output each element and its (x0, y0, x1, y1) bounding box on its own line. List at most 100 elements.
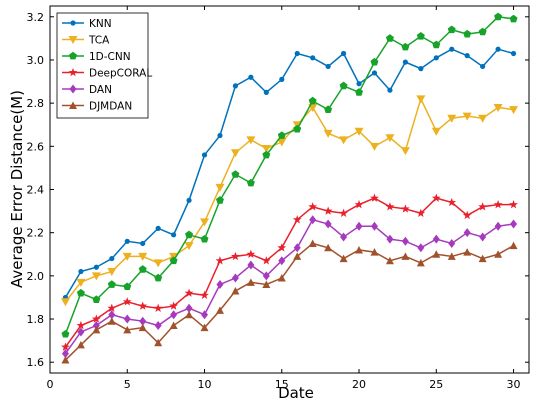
data-point-knn (340, 50, 347, 57)
data-point-knn (248, 74, 254, 80)
data-point-dan (432, 234, 440, 244)
legend-item-djmdan: DJMDAN (62, 101, 132, 113)
legend-swatch-marker (68, 67, 78, 77)
data-point-dan (324, 219, 332, 229)
x-tick-label: 30 (507, 378, 521, 391)
data-point-dan (77, 327, 85, 337)
data-point-dan (154, 321, 162, 331)
y-axis-label: Average Error Distance(M) (8, 90, 26, 288)
data-point-deepcoral (462, 210, 472, 220)
legend-item-dan: DAN (62, 84, 112, 96)
y-tick-label: 3.2 (27, 11, 45, 24)
data-point-djmdan (215, 306, 224, 314)
data-point-djmdan (123, 325, 132, 334)
data-point-1d-cnn (277, 131, 286, 139)
data-point-dan (293, 243, 301, 253)
data-point-1d-cnn (107, 280, 116, 288)
data-point-1d-cnn (401, 42, 410, 51)
data-point-1d-cnn (154, 273, 163, 282)
legend-label: DeepCORAL (89, 68, 152, 80)
data-point-1d-cnn (447, 25, 456, 34)
x-tick-label: 15 (275, 378, 289, 391)
data-point-tca (369, 142, 379, 151)
data-point-1d-cnn (138, 265, 147, 273)
data-point-dan (108, 310, 116, 320)
data-point-deepcoral (354, 200, 364, 209)
data-point-1d-cnn (416, 32, 425, 40)
data-point-deepcoral (153, 303, 163, 312)
data-point-1d-cnn (76, 288, 85, 297)
data-point-knn (356, 81, 362, 87)
legend-label: 1D-CNN (89, 51, 131, 63)
data-point-djmdan (277, 274, 286, 282)
data-point-knn (93, 264, 99, 270)
data-point-knn (418, 66, 424, 72)
legend: KNN TCA 1D-CNN DeepCORAL DAN DJMDAN (56, 12, 152, 119)
data-point-tca (493, 103, 503, 112)
data-point-tca (215, 183, 225, 192)
data-point-tca (478, 114, 488, 123)
data-point-tca (246, 136, 256, 145)
data-point-tca (200, 218, 210, 227)
data-point-dan (92, 321, 100, 331)
data-point-tca (354, 127, 364, 136)
data-point-tca (416, 95, 426, 104)
data-point-dan (201, 310, 209, 320)
data-point-dan (370, 221, 378, 231)
data-point-tca (153, 259, 163, 268)
data-point-1d-cnn (215, 196, 224, 204)
data-point-dan (463, 228, 471, 238)
data-point-deepcoral (385, 202, 395, 211)
data-point-knn (371, 70, 378, 76)
data-point-dan (123, 314, 131, 324)
data-point-djmdan (401, 252, 410, 260)
data-point-tca (184, 242, 194, 251)
data-point-knn (109, 255, 115, 262)
data-point-dan (170, 310, 178, 320)
x-tick-label: 20 (352, 378, 366, 391)
data-point-1d-cnn (169, 256, 178, 265)
data-point-djmdan (370, 248, 379, 256)
data-point-1d-cnn (185, 230, 194, 239)
data-point-djmdan (293, 252, 302, 260)
data-point-tca (261, 144, 271, 153)
data-point-knn (171, 232, 177, 238)
data-point-tca (447, 114, 457, 123)
legend-item-1d-cnn: 1D-CNN (62, 51, 131, 63)
data-point-tca (323, 129, 333, 138)
data-point-deepcoral (91, 314, 101, 323)
data-point-1d-cnn (200, 234, 209, 243)
data-point-knn (433, 55, 439, 61)
data-point-djmdan (169, 321, 178, 330)
data-point-djmdan (416, 258, 425, 267)
x-tick-label: 25 (429, 378, 443, 391)
data-point-deepcoral (122, 297, 132, 306)
data-point-knn (263, 89, 269, 95)
data-point-tca (339, 136, 349, 145)
y-tick-label: 2.6 (27, 140, 45, 153)
data-point-knn (402, 59, 408, 65)
data-point-1d-cnn (463, 29, 472, 38)
data-point-tca (91, 272, 101, 281)
data-point-dan (340, 232, 348, 242)
data-point-djmdan (478, 254, 487, 263)
data-point-tca (509, 106, 519, 115)
data-point-knn (155, 225, 161, 231)
data-point-deepcoral (308, 202, 318, 211)
data-point-djmdan (339, 254, 348, 263)
data-point-knn (480, 63, 486, 70)
data-point-deepcoral (478, 202, 488, 211)
data-point-tca (400, 147, 410, 156)
data-point-djmdan (308, 239, 317, 247)
data-point-djmdan (185, 310, 194, 319)
data-point-tca (431, 127, 441, 136)
data-point-tca (277, 138, 287, 147)
data-point-1d-cnn (246, 178, 255, 187)
data-point-1d-cnn (339, 81, 348, 90)
data-point-1d-cnn (370, 57, 379, 66)
series-1d-cnn (61, 12, 518, 338)
data-point-dan (355, 221, 363, 231)
data-point-dan (247, 260, 255, 270)
